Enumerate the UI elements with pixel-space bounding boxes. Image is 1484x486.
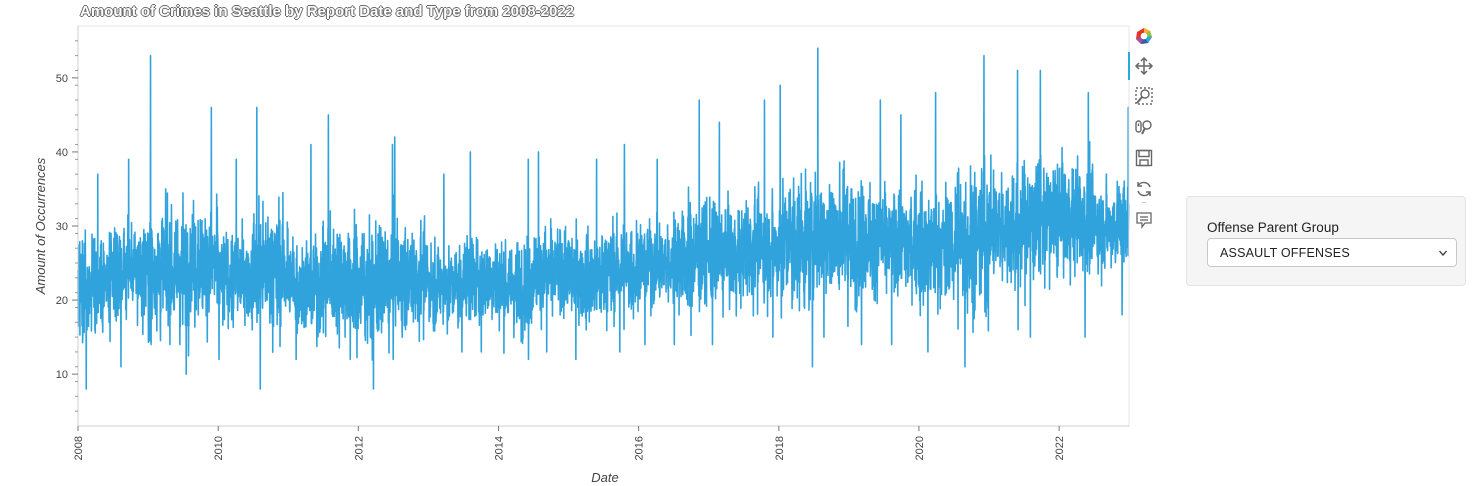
x-tick-label: 2008: [73, 436, 85, 460]
pan-active-indicator: [1128, 52, 1130, 80]
x-tick-label: 2010: [213, 436, 225, 460]
x-axis: 2008 2010 2012 2014 2016 2018 2020 2022: [73, 425, 1129, 460]
x-axis-label: Date: [591, 470, 618, 485]
filter-panel: Offense Parent Group ASSAULT OFFENSES: [1186, 196, 1466, 286]
series-line[interactable]: [77, 47, 1130, 390]
pan-icon[interactable]: [1132, 54, 1156, 78]
y-tick-label: 40: [56, 147, 68, 159]
offense-group-select[interactable]: ASSAULT OFFENSES: [1207, 238, 1457, 267]
y-tick-label: 20: [56, 295, 68, 307]
offense-group-selected-value: ASSAULT OFFENSES: [1220, 246, 1350, 260]
x-tick-label: 2018: [774, 436, 786, 460]
y-tick-label: 30: [56, 221, 68, 233]
toolbar-separator: [1142, 202, 1146, 203]
reset-icon[interactable]: [1132, 177, 1156, 201]
chevron-down-icon: [1439, 250, 1447, 256]
y-tick-label: 10: [56, 369, 68, 381]
y-tick-label: 50: [56, 73, 68, 85]
x-tick-label: 2022: [1054, 436, 1066, 460]
x-tick-label: 2012: [353, 436, 365, 460]
offense-group-label: Offense Parent Group: [1207, 220, 1339, 235]
save-icon[interactable]: [1132, 146, 1156, 170]
box-zoom-icon[interactable]: [1132, 84, 1156, 108]
hover-icon[interactable]: [1132, 208, 1156, 232]
series-layer: [77, 25, 1130, 427]
x-tick-label: 2020: [914, 436, 926, 460]
x-tick-label: 2014: [494, 436, 506, 460]
bokeh-logo-icon[interactable]: [1132, 24, 1156, 48]
y-axis-label: Amount of Occurrences: [33, 157, 48, 295]
y-axis: 10 20 30 40 50: [56, 26, 79, 426]
wheel-zoom-icon[interactable]: [1132, 115, 1156, 139]
x-tick-label: 2016: [634, 436, 646, 460]
chart-title: Amount of Crimes in Seattle by Report Da…: [80, 3, 575, 20]
